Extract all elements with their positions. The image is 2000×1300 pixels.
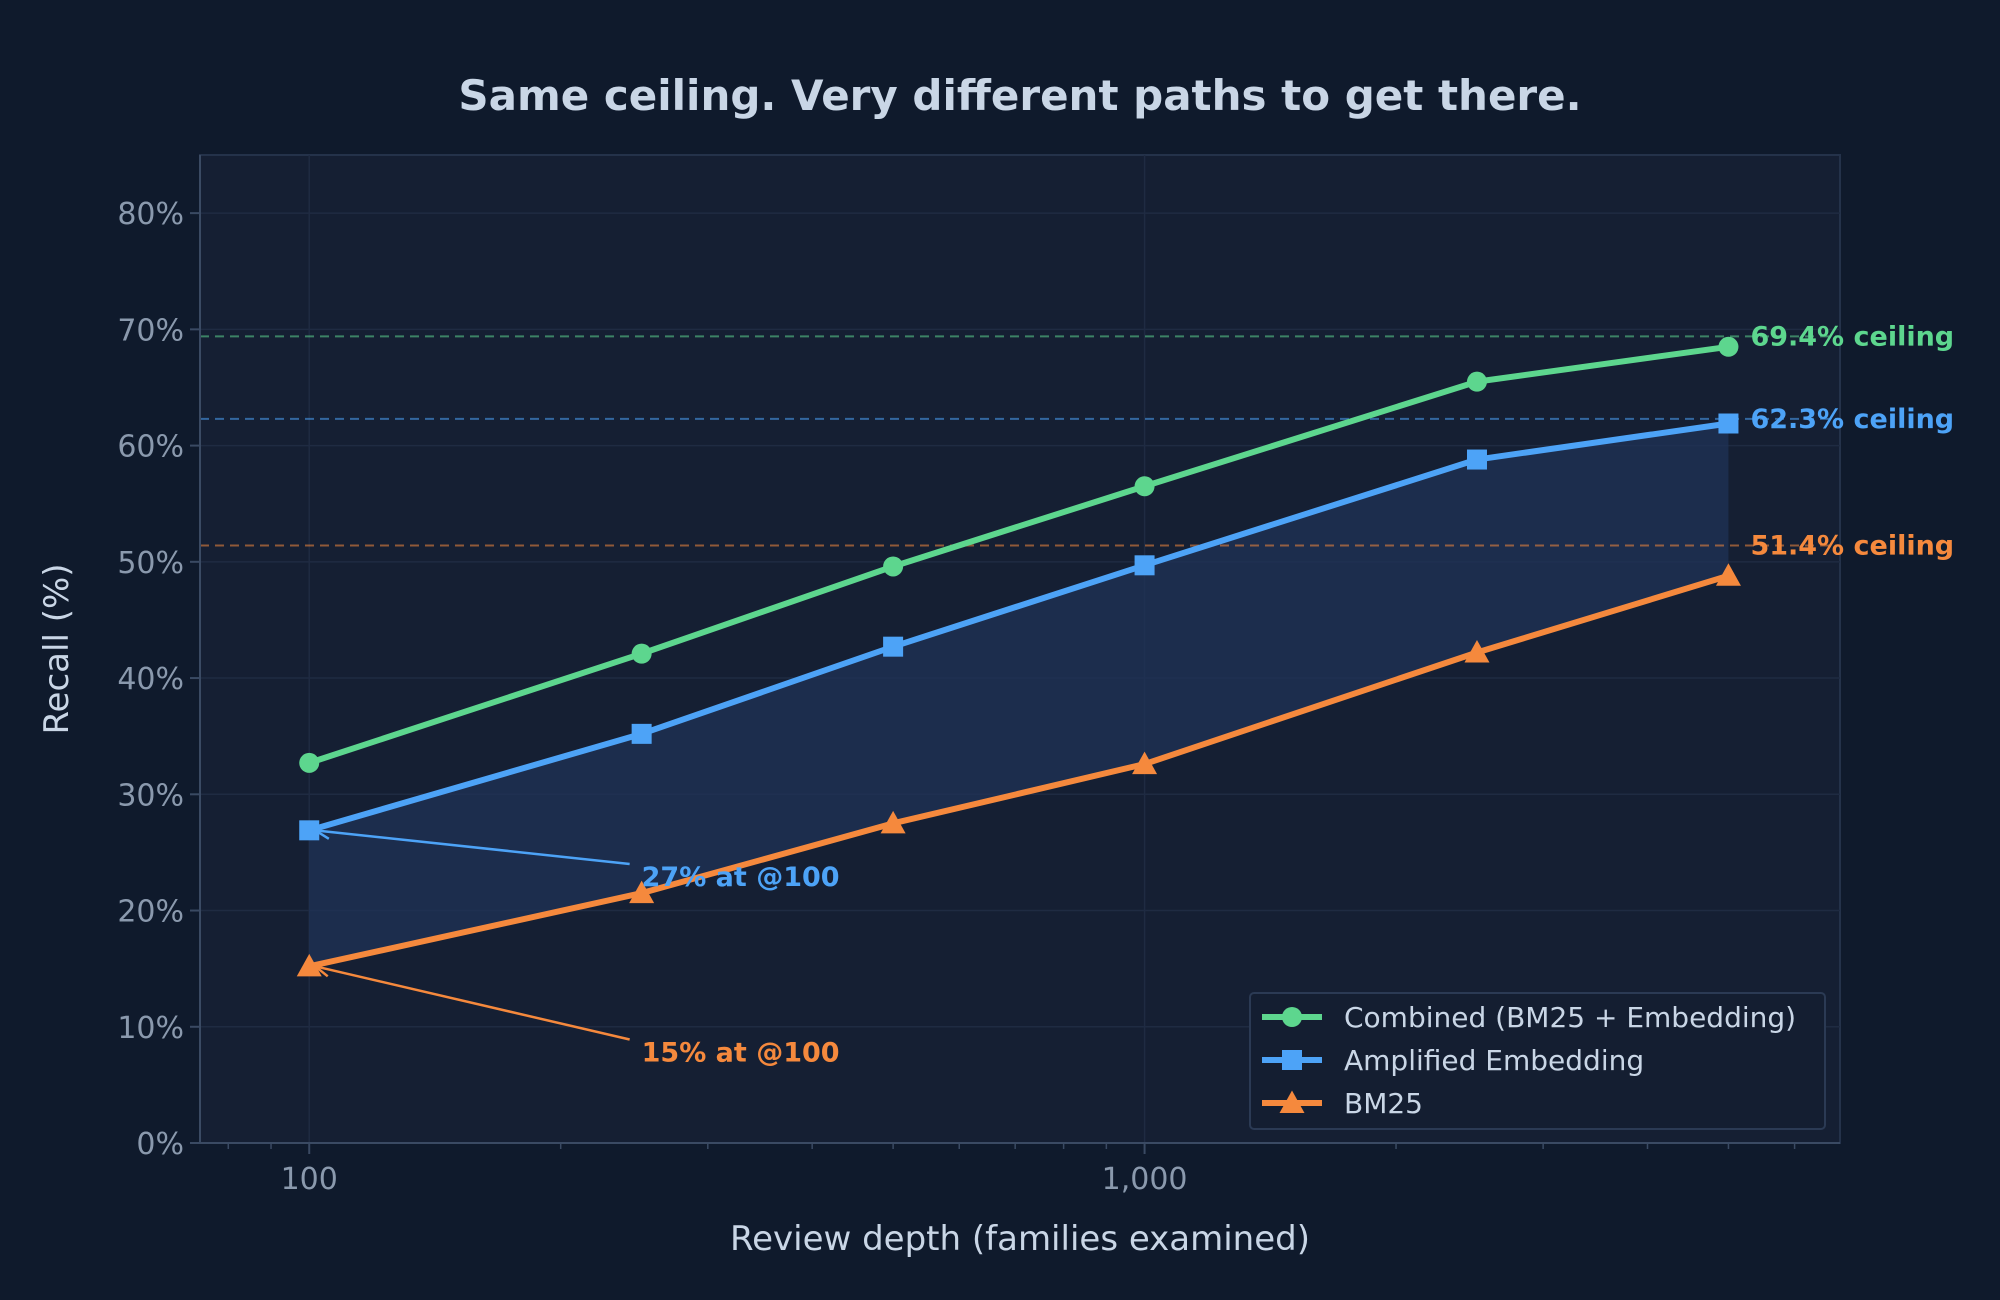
annotation-arrowhead	[312, 961, 332, 978]
data-point	[1282, 1050, 1302, 1070]
y-tick-label: 50%	[117, 546, 184, 581]
x-tick-label: 100	[281, 1162, 338, 1197]
legend: Combined (BM25 + Embedding) Amplified Emb…	[1249, 992, 1826, 1130]
y-tick-label: 20%	[117, 895, 184, 930]
ceiling-label: 62.3% ceiling	[1750, 404, 1954, 435]
series-combined-bm25-embedding	[299, 336, 1739, 773]
data-point	[1279, 1090, 1305, 1113]
x-axis-label: Review depth (families examined)	[730, 1219, 1310, 1259]
data-point	[1134, 555, 1155, 576]
legend-entry-amplified-embedding: Amplified Embedding	[1262, 1044, 1644, 1077]
data-point	[1134, 476, 1155, 497]
y-tick-label: 30%	[117, 778, 184, 813]
legend-label: Amplified Embedding	[1344, 1044, 1644, 1077]
axes: 0% 10% 20% 30% 40% 50% 60% 70% 80% 100 1,000	[117, 155, 1840, 1197]
data-point	[631, 643, 652, 664]
ceiling-lines: 69.4% ceiling 62.3% ceiling 51.4% ceiling	[200, 321, 1954, 562]
y-tick-label: 60%	[117, 430, 184, 465]
data-point	[1466, 371, 1487, 392]
data-point	[296, 953, 322, 977]
series-amplified-embedding	[299, 413, 1739, 841]
x-tick-label: 1,000	[1102, 1162, 1188, 1197]
data-point	[1718, 413, 1739, 434]
y-tick-label: 70%	[117, 313, 184, 348]
data-point	[1718, 336, 1739, 357]
ceiling-label: 51.4% ceiling	[1750, 531, 1954, 562]
data-point	[880, 810, 906, 834]
grid-lines	[200, 155, 1840, 1144]
data-point	[1715, 563, 1741, 586]
annotation-arrow	[315, 829, 630, 866]
y-tick-label: 40%	[117, 662, 184, 697]
data-point	[1466, 449, 1487, 470]
chart-title: Same ceiling. Very different paths to ge…	[458, 71, 1581, 120]
y-tick-label: 0%	[136, 1127, 184, 1162]
data-point	[883, 556, 904, 577]
annotation-label: 27% at @100	[642, 862, 840, 893]
data-point	[1132, 751, 1158, 775]
data-point	[1464, 639, 1490, 663]
y-axis-label: Recall (%)	[37, 563, 77, 734]
series-bm25	[296, 563, 1741, 977]
legend-entry-combined-bm25-embedding: Combined (BM25 + Embedding)	[1262, 1001, 1796, 1034]
legend-label: BM25	[1344, 1087, 1423, 1120]
data-point	[631, 723, 652, 744]
y-tick-label: 80%	[117, 197, 184, 232]
series-line	[306, 343, 1732, 766]
fill-between-band	[309, 423, 1729, 967]
annotation-arrow	[314, 965, 630, 1041]
data-point	[883, 636, 904, 657]
data-point	[629, 880, 655, 904]
annotation-label: 15% at @100	[642, 1037, 840, 1068]
series-line	[306, 420, 1732, 834]
legend-box	[1249, 992, 1826, 1130]
legend-entry-bm25: BM25	[1262, 1087, 1423, 1120]
legend-label: Combined (BM25 + Embedding)	[1344, 1001, 1796, 1034]
data-point	[1282, 1007, 1302, 1027]
ceiling-label: 69.4% ceiling	[1750, 321, 1954, 352]
annotations: 27% at @100 15% at @100	[312, 823, 840, 1068]
data-point	[299, 820, 320, 841]
annotation-arrowhead	[312, 823, 331, 840]
series-line	[306, 572, 1732, 970]
y-tick-label: 10%	[117, 1011, 184, 1046]
fill-between-area	[309, 423, 1729, 967]
data-point	[299, 752, 320, 773]
series-lines	[296, 336, 1741, 977]
